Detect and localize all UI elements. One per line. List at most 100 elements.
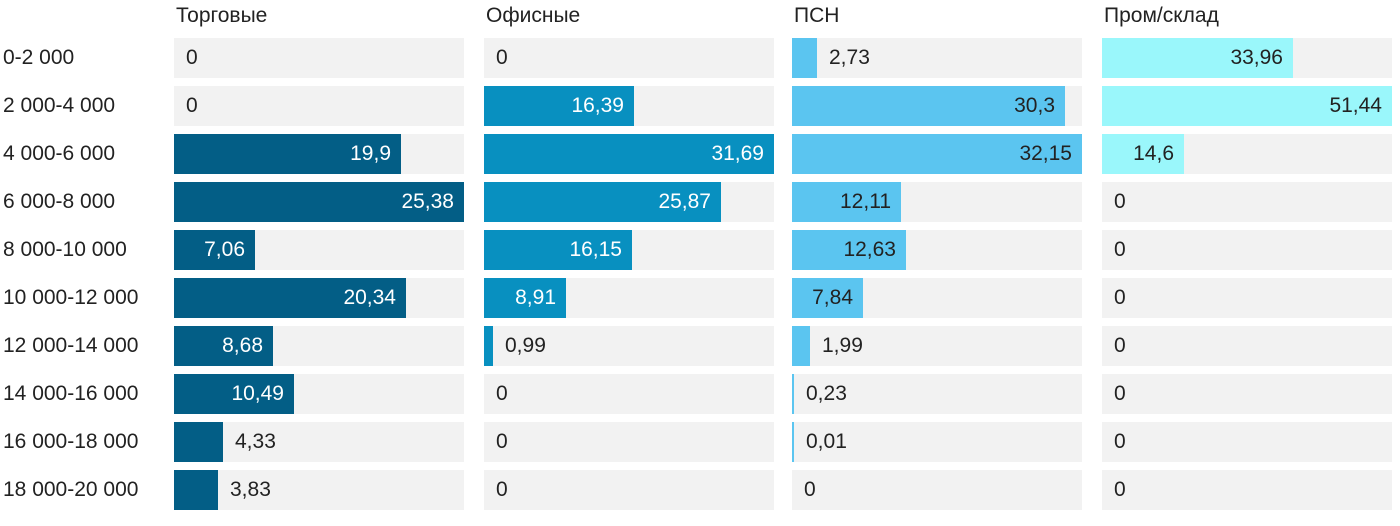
bar-track: 0 (1102, 278, 1392, 318)
bar (484, 86, 634, 126)
bar (174, 374, 294, 414)
data-label: 0 (1114, 478, 1126, 501)
bar-track: 0 (174, 38, 464, 78)
data-label: 0,99 (505, 334, 546, 357)
data-label: 4,33 (235, 430, 276, 453)
data-label: 0 (804, 478, 816, 501)
bar-track: 1,99 (792, 326, 1082, 366)
bar (792, 326, 810, 366)
data-label: 0 (1114, 190, 1126, 213)
bar (484, 278, 566, 318)
bar-track: 20,34 (174, 278, 464, 318)
bar (484, 134, 774, 174)
bar (1102, 86, 1392, 126)
bar (792, 38, 817, 78)
data-label: 0,01 (806, 430, 847, 453)
bar-track: 19,9 (174, 134, 464, 174)
bar (174, 422, 223, 462)
bar (792, 86, 1065, 126)
data-label: 32,15 (1019, 142, 1072, 165)
bar-track: 0 (1102, 470, 1392, 510)
data-label: 1,99 (822, 334, 863, 357)
bar (484, 326, 493, 366)
bar-track: 7,06 (174, 230, 464, 270)
bar-track: 16,39 (484, 86, 774, 126)
bar-track: 12,11 (792, 182, 1082, 222)
bar-track: 10,49 (174, 374, 464, 414)
category-label: 0-2 000 (3, 46, 75, 69)
bar-track: 31,69 (484, 134, 774, 174)
bar-track: 0 (1102, 230, 1392, 270)
data-label: 0 (496, 382, 508, 405)
panel-title: ПСН (794, 4, 840, 27)
panel-title: Офисные (486, 4, 581, 27)
data-label: 14,6 (1133, 142, 1174, 165)
data-label: 12,11 (840, 190, 891, 213)
bar-track: 0 (1102, 326, 1392, 366)
bar (174, 326, 273, 366)
panel-title: Торговые (176, 4, 268, 27)
bar-track: 2,73 (792, 38, 1082, 78)
data-label: 0 (1114, 238, 1126, 261)
bar (1102, 38, 1293, 78)
data-label: 0 (496, 46, 508, 69)
data-label: 8,91 (515, 286, 556, 309)
bar-track: 33,96 (1102, 38, 1392, 78)
category-label: 14 000-16 000 (3, 382, 139, 405)
bar (484, 230, 632, 270)
data-label: 8,68 (222, 334, 263, 357)
bar-track: 0 (1102, 374, 1392, 414)
data-label: 10,49 (231, 382, 284, 405)
category-label: 6 000-8 000 (3, 190, 116, 213)
bar-track: 4,33 (174, 422, 464, 462)
bar-track: 0 (484, 374, 774, 414)
bar (484, 182, 721, 222)
bar (792, 422, 794, 462)
bar (174, 278, 406, 318)
category-label: 4 000-6 000 (3, 142, 116, 165)
category-label: 18 000-20 000 (3, 478, 139, 501)
bar-track: 0,99 (484, 326, 774, 366)
bar (174, 134, 401, 174)
data-label: 3,83 (230, 478, 271, 501)
bar-track: 7,84 (792, 278, 1082, 318)
bar-track: 12,63 (792, 230, 1082, 270)
bar (792, 230, 906, 270)
data-label: 12,63 (843, 238, 896, 261)
data-label: 33,96 (1230, 46, 1283, 69)
bar-track: 25,87 (484, 182, 774, 222)
data-label: 25,87 (658, 190, 711, 213)
bar (174, 182, 464, 222)
bar-track: 0 (484, 470, 774, 510)
category-label: 2 000-4 000 (3, 94, 116, 117)
category-label: 10 000-12 000 (3, 286, 139, 309)
category-label: 8 000-10 000 (3, 238, 127, 261)
bar-track: 3,83 (174, 470, 464, 510)
bar (174, 470, 218, 510)
data-label: 19,9 (350, 142, 391, 165)
bar-track: 30,3 (792, 86, 1082, 126)
bar-track: 25,38 (174, 182, 464, 222)
panel-title: Пром/склад (1104, 4, 1219, 27)
data-label: 0 (1114, 334, 1126, 357)
bar-track: 8,68 (174, 326, 464, 366)
bar (792, 278, 863, 318)
bar-track: 0 (792, 470, 1082, 510)
data-label: 0,23 (806, 382, 847, 405)
data-label: 51,44 (1329, 94, 1382, 117)
bar-track: 0 (484, 38, 774, 78)
data-label: 0 (1114, 382, 1126, 405)
data-label: 16,39 (571, 94, 624, 117)
data-label: 7,84 (812, 286, 853, 309)
data-label: 2,73 (829, 46, 870, 69)
data-label: 7,06 (204, 238, 245, 261)
bar-track: 14,6 (1102, 134, 1392, 174)
bar (1102, 134, 1184, 174)
data-label: 0 (496, 478, 508, 501)
data-label: 31,69 (711, 142, 764, 165)
bar-track: 0 (1102, 182, 1392, 222)
bar-track: 32,15 (792, 134, 1082, 174)
bar-track: 16,15 (484, 230, 774, 270)
data-label: 0 (496, 430, 508, 453)
